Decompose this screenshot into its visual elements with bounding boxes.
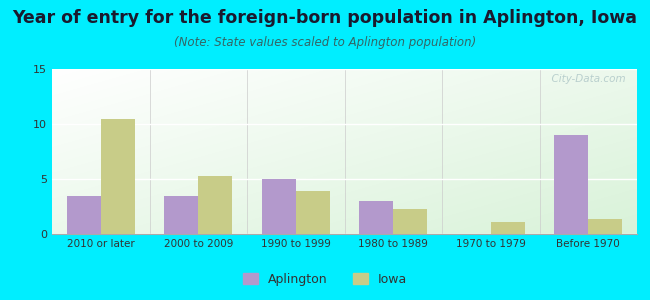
Bar	[164, 196, 198, 234]
Legend: Aplington, Iowa: Aplington, Iowa	[238, 268, 412, 291]
Text: (Note: State values scaled to Aplington population): (Note: State values scaled to Aplington …	[174, 36, 476, 49]
Bar	[491, 222, 525, 234]
Bar	[554, 135, 588, 234]
Bar	[66, 196, 101, 234]
Bar	[359, 201, 393, 234]
Bar	[101, 118, 135, 234]
Bar	[296, 191, 330, 234]
Bar	[588, 219, 623, 234]
Bar	[198, 176, 233, 234]
Bar	[261, 179, 296, 234]
Text: Year of entry for the foreign-born population in Aplington, Iowa: Year of entry for the foreign-born popul…	[12, 9, 638, 27]
Bar	[393, 209, 428, 234]
Text: City-Data.com: City-Data.com	[545, 74, 625, 84]
